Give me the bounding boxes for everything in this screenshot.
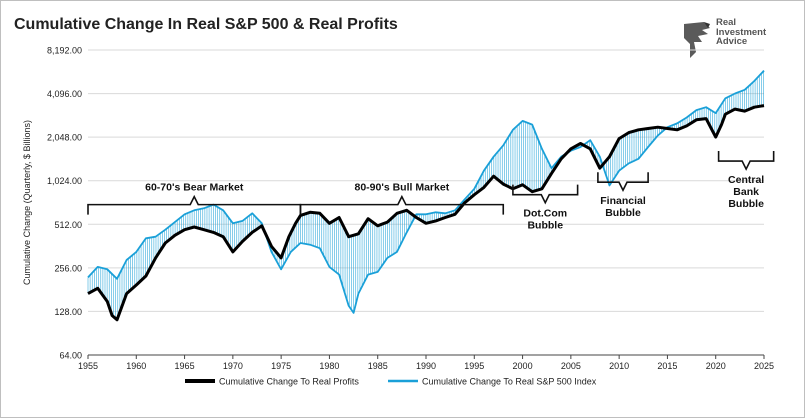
sp500-series-line <box>87 69 765 314</box>
brand-logo: Real Investment Advice <box>680 18 790 62</box>
logo-line1: Real <box>716 17 737 28</box>
y-tick-label: 256.00 <box>54 263 82 273</box>
annotation-label: Bubble <box>728 198 764 210</box>
legend-label-sp500: Cumulative Change To Real S&P 500 Index <box>422 377 597 387</box>
annotation-label: Bubble <box>527 220 563 232</box>
x-tick-label: 1990 <box>416 361 436 371</box>
eagle-icon <box>684 22 710 58</box>
y-tick-label: 2,048.00 <box>47 133 82 143</box>
annotation-bracket <box>717 151 775 171</box>
axes: 8,192.00 4,096.00 2,048.00 1,024.00 512.00 25… <box>22 46 774 372</box>
annotation-bracket <box>299 194 505 215</box>
series-lines <box>87 69 765 322</box>
annotations: 60-70's Bear Market 80-90's Bull Market Do… <box>87 151 775 232</box>
gap-fill-area <box>87 71 764 319</box>
annotation-label: Bank <box>733 186 759 198</box>
legend: Cumulative Change To Real Profits Cumulat… <box>185 377 597 387</box>
x-tick-label: 2025 <box>754 361 774 371</box>
x-tick-label: 1975 <box>271 361 291 371</box>
y-tick-label: 8,192.00 <box>47 46 82 56</box>
annotation-label: Bubble <box>605 207 641 219</box>
x-tick-label: 1960 <box>126 361 146 371</box>
legend-label-profits: Cumulative Change To Real Profits <box>219 377 359 387</box>
annotation-bracket <box>512 184 579 205</box>
gridlines <box>88 49 764 356</box>
annotation-label: 60-70's Bear Market <box>145 182 244 194</box>
logo-line2: Investment <box>716 26 767 38</box>
y-axis-title: Cumulative Change (Quarterly, $ Billions… <box>22 120 32 285</box>
x-tick-label: 1965 <box>175 361 195 371</box>
annotation-label: Dot.Com <box>523 208 567 220</box>
logo-text: Real Investment Advice <box>716 18 766 47</box>
y-tick-label: 128.00 <box>54 307 82 317</box>
x-tick-label: 1985 <box>368 361 388 371</box>
profits-series-line <box>87 104 765 322</box>
x-tick-label: 2005 <box>561 361 581 371</box>
y-tick-label: 1,024.00 <box>47 176 82 186</box>
annotation-label: 80-90's Bull Market <box>354 182 449 194</box>
x-tick-label: 1995 <box>464 361 484 371</box>
y-tick-label: 64.00 <box>59 351 82 361</box>
x-tick-label: 1955 <box>78 361 98 371</box>
x-tick-label: 1980 <box>319 361 339 371</box>
chart-title: Cumulative Change In Real S&P 500 & Real… <box>14 16 398 33</box>
annotation-label: Financial <box>600 195 646 207</box>
y-tick-label: 4,096.00 <box>47 89 82 99</box>
annotation-label: Central <box>728 174 764 186</box>
x-tick-label: 2000 <box>513 361 533 371</box>
x-tick-label: 1970 <box>223 361 243 371</box>
x-tick-label: 2015 <box>657 361 677 371</box>
x-tick-label: 2020 <box>706 361 726 371</box>
y-tick-label: 512.00 <box>54 220 82 230</box>
x-tick-label: 2010 <box>609 361 629 371</box>
annotation-bracket <box>597 172 649 192</box>
logo-line3: Advice <box>716 36 748 47</box>
